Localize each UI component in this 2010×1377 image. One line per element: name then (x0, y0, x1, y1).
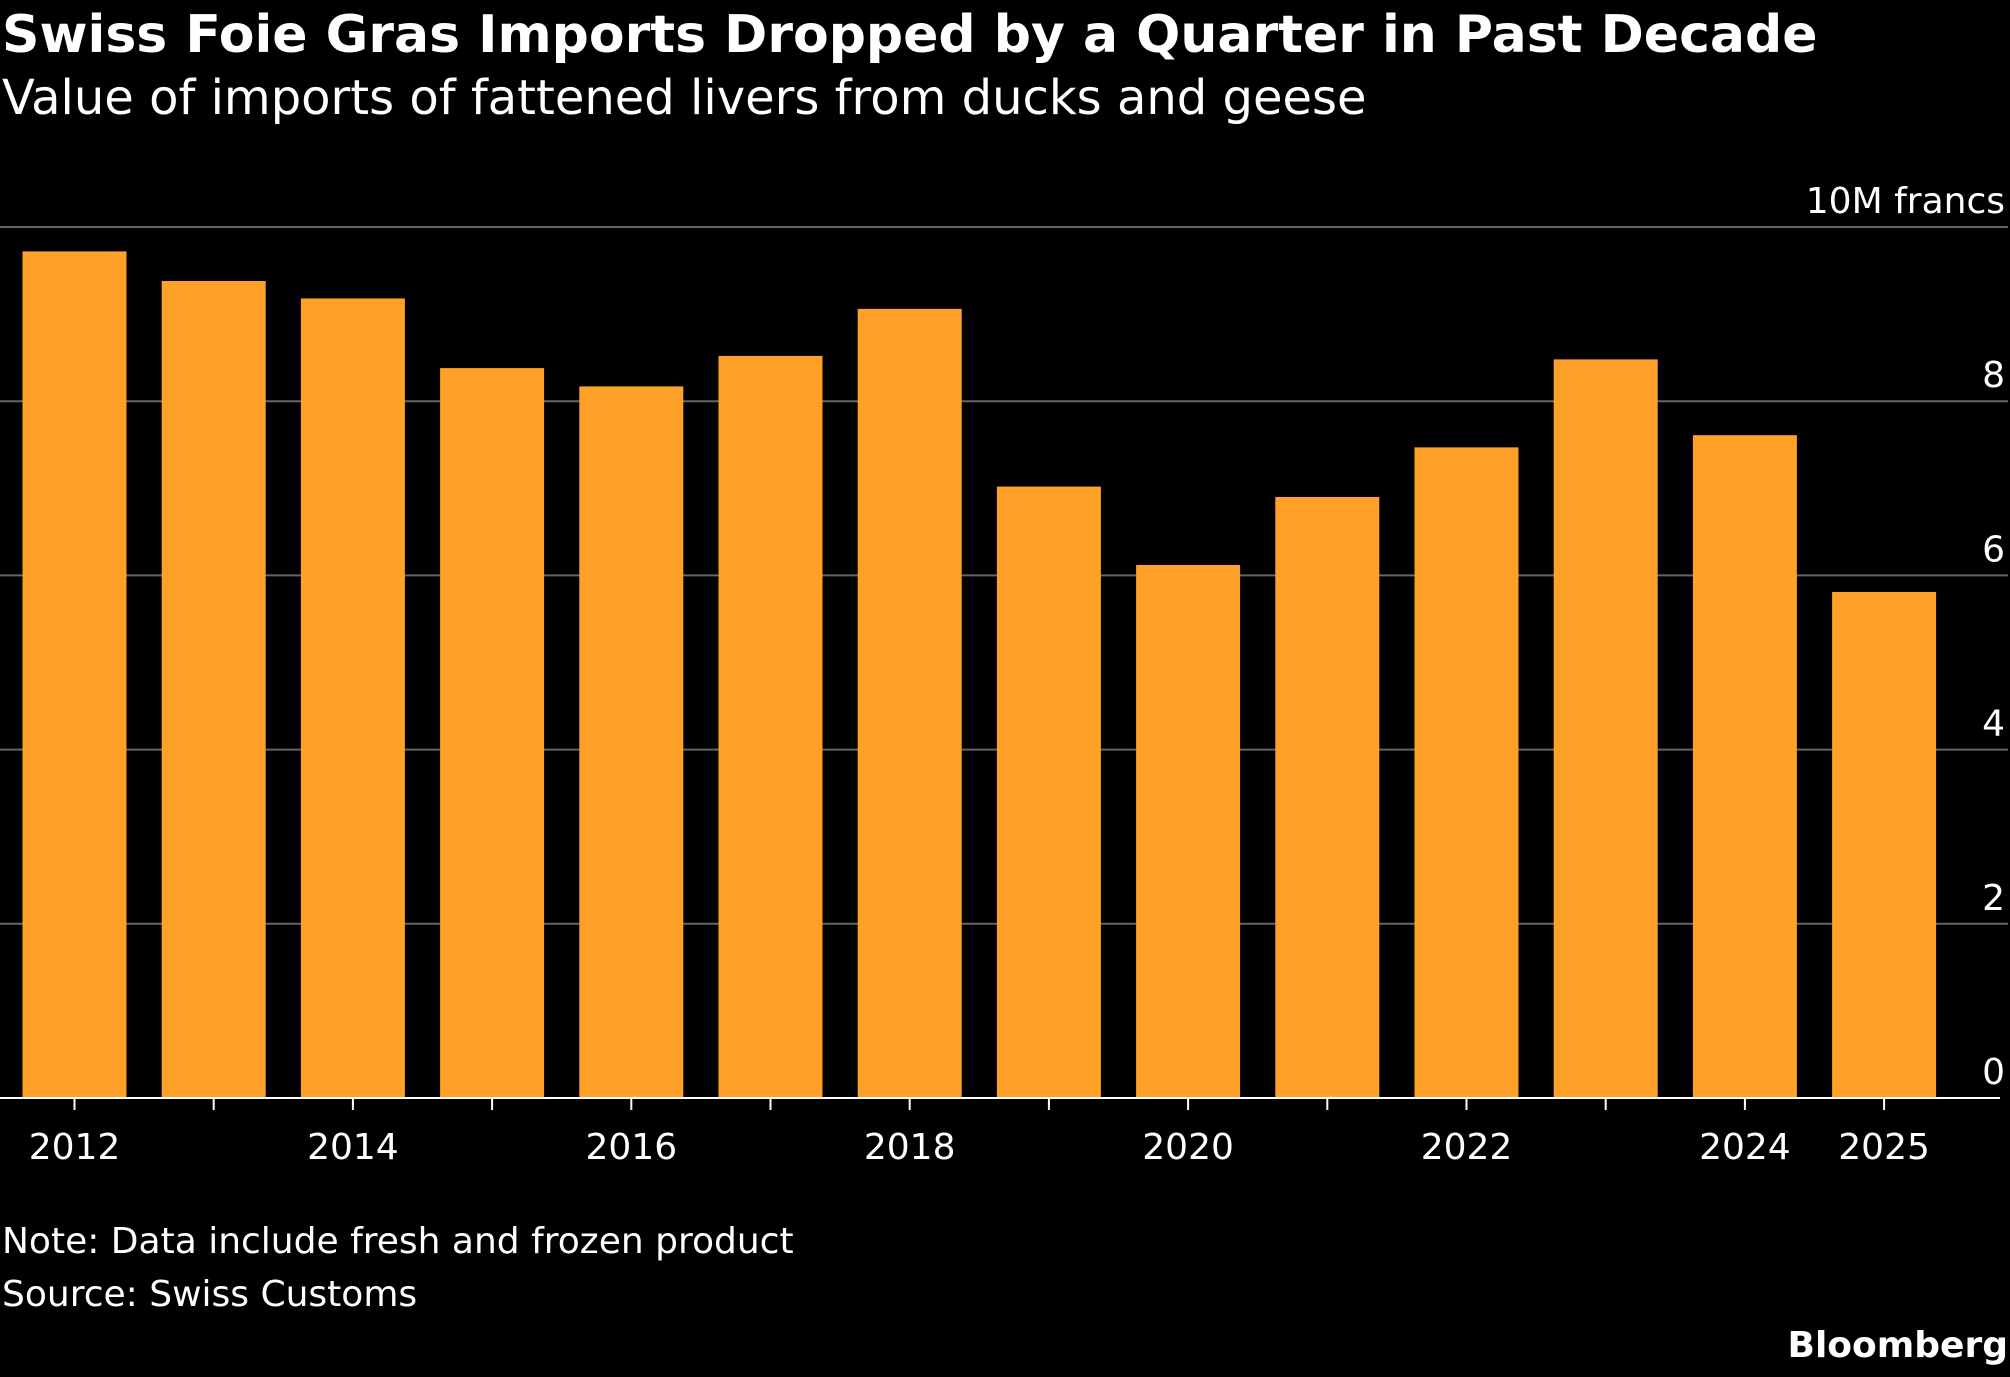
bar-2017 (718, 355, 823, 1099)
x-axis (0, 1097, 2000, 1110)
bar-2025 (1832, 591, 1937, 1098)
x-tick-label-2022: 2022 (1421, 1127, 1513, 1168)
bar-2016 (579, 386, 684, 1098)
y-tick-label-4: 4 (1982, 704, 2005, 745)
y-tick-label-2: 2 (1982, 878, 2005, 919)
bloomberg-logo: Bloomberg (1787, 1325, 2008, 1366)
bar-2022 (1414, 447, 1519, 1098)
x-tick-label-2025: 2025 (1838, 1127, 1930, 1168)
bar-2014 (300, 298, 405, 1098)
bar-2024 (1692, 435, 1797, 1098)
bars (22, 251, 1937, 1099)
bar-2012 (22, 251, 127, 1098)
y-tick-label-0: 0 (1982, 1052, 2005, 1093)
y-axis-unit-label: 10M francs (1806, 181, 2005, 222)
bar-2013 (161, 281, 266, 1098)
x-tick-label-2018: 2018 (864, 1127, 956, 1168)
x-tick-label-2016: 2016 (585, 1127, 677, 1168)
bar-2023 (1553, 359, 1658, 1099)
bar-2021 (1275, 497, 1380, 1098)
y-tick-label-6: 6 (1982, 529, 2005, 570)
chart-subtitle: Value of imports of fattened livers from… (2, 70, 1367, 126)
chart-note: Note: Data include fresh and frozen prod… (2, 1221, 794, 1262)
x-tick-label-2012: 2012 (29, 1127, 121, 1168)
y-tick-label-8: 8 (1982, 355, 2005, 396)
bar-2020 (1136, 564, 1241, 1098)
bar-2018 (857, 308, 962, 1098)
bar-2015 (440, 368, 545, 1098)
x-tick-label-2024: 2024 (1699, 1127, 1791, 1168)
x-tick-label-2014: 2014 (307, 1127, 399, 1168)
chart-source: Source: Swiss Customs (2, 1274, 418, 1315)
chart-title: Swiss Foie Gras Imports Dropped by a Qua… (2, 5, 1818, 65)
x-tick-label-2020: 2020 (1142, 1127, 1234, 1168)
bar-2019 (996, 486, 1101, 1099)
axis-labels: 2012 2014 2016 2018 2020 2022 2024 2025 0 2 4 6 8 10M… (29, 181, 2005, 1168)
